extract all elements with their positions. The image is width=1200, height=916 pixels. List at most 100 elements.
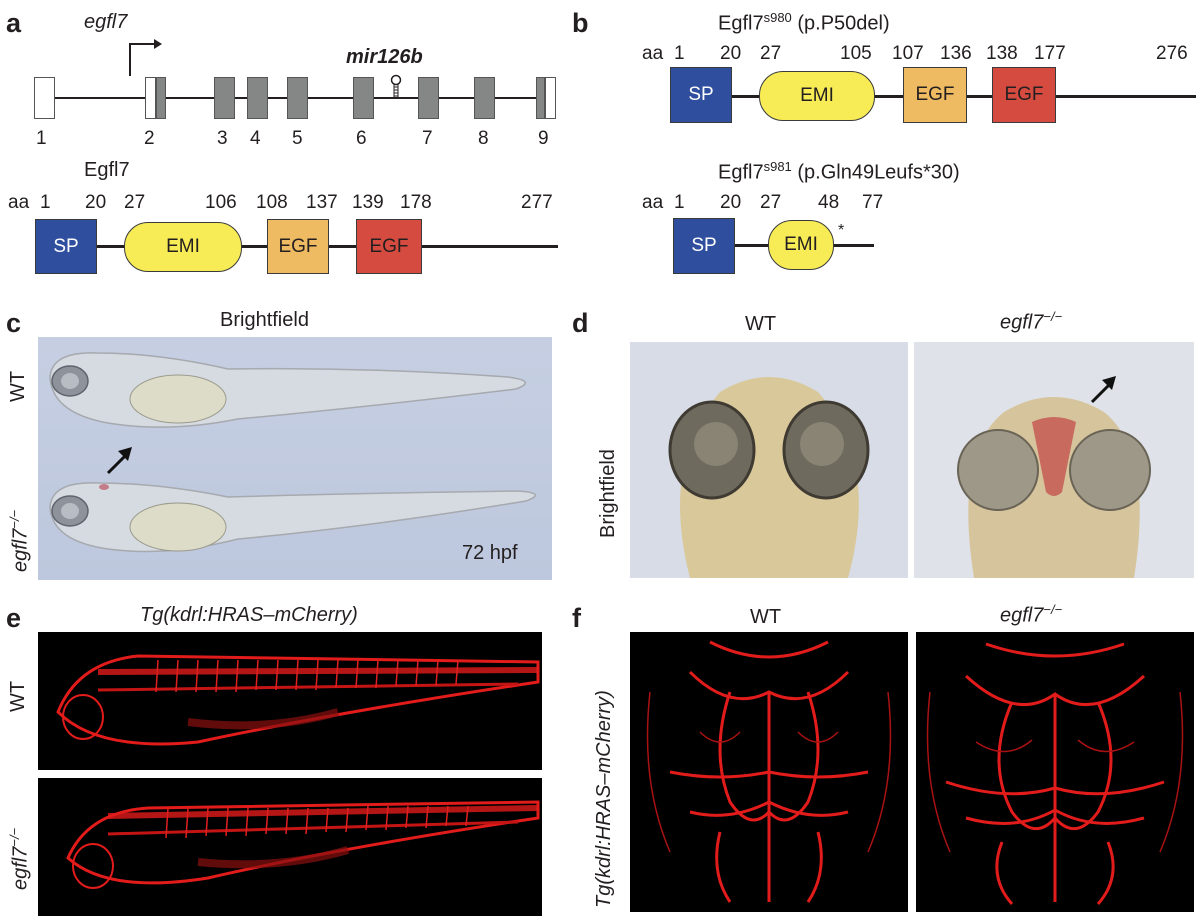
wt-vasculature-image bbox=[38, 632, 542, 770]
wt-brain-vasculature-illustration bbox=[646, 640, 892, 903]
mutant-genotype: egfl7 bbox=[1000, 604, 1044, 627]
side-label-transgene: Tg(kdrl:HRAS–mCherry) bbox=[593, 690, 615, 908]
panel-label-f: f bbox=[572, 603, 581, 633]
row-label-wt: WT bbox=[7, 680, 29, 712]
aa-position: 48 bbox=[818, 192, 840, 213]
stage-label: 72 hpf bbox=[462, 542, 518, 564]
arrow-icon bbox=[106, 447, 132, 475]
row-label-mutant: egfl7−/− bbox=[7, 827, 32, 890]
mutant-head-image bbox=[914, 342, 1194, 578]
exon-number: 5 bbox=[292, 128, 303, 149]
aa-position: 1 bbox=[674, 43, 685, 64]
mutant-brain-vasculature-image bbox=[916, 632, 1194, 912]
arrow-icon bbox=[1090, 376, 1116, 404]
aa-position: 105 bbox=[840, 43, 872, 64]
exon-number: 7 bbox=[422, 128, 433, 149]
exon-number: 4 bbox=[250, 128, 261, 149]
aa-position: 178 bbox=[400, 192, 432, 213]
allele-1-change: (p.P50del) bbox=[791, 12, 890, 35]
exon-9 bbox=[536, 77, 545, 119]
allele-2-title: Egfl7s981 (p.Gln49Leufs*30) bbox=[718, 160, 960, 183]
allele-2-name: Egfl7 bbox=[718, 161, 764, 184]
exon-3 bbox=[214, 77, 235, 119]
domain-egf-1: EGF bbox=[903, 67, 967, 123]
exon-6 bbox=[353, 77, 374, 119]
panel-label-a: a bbox=[6, 8, 22, 38]
domain-emi: EMI bbox=[768, 220, 834, 270]
transcription-start-arrow-icon bbox=[129, 39, 162, 76]
row-label-wt: WT bbox=[7, 370, 29, 402]
aa-position: 27 bbox=[760, 192, 782, 213]
panel-c-title: Brightfield bbox=[220, 309, 309, 331]
aa-position: 137 bbox=[306, 192, 338, 213]
mutant-sup: −/− bbox=[7, 827, 22, 847]
aa-position: 136 bbox=[940, 43, 972, 64]
row-label-mutant: egfl7−/− bbox=[7, 510, 32, 572]
col-label-mutant: egfl7−/− bbox=[1000, 310, 1062, 333]
domain-sp: SP bbox=[670, 67, 732, 123]
exon-4 bbox=[247, 77, 268, 119]
allele-1-title: Egfl7s980 (p.P50del) bbox=[718, 11, 890, 34]
exon-2-utr bbox=[145, 77, 156, 119]
exon-number: 2 bbox=[144, 128, 155, 149]
aa-position: 20 bbox=[720, 192, 742, 213]
domain-emi: EMI bbox=[759, 71, 875, 121]
panel-label-c: c bbox=[6, 308, 22, 338]
aa-position: 107 bbox=[892, 43, 924, 64]
aa-prefix: aa bbox=[642, 192, 664, 213]
allele-2-change: (p.Gln49Leufs*30) bbox=[791, 161, 960, 184]
panel-label-e: e bbox=[6, 603, 22, 633]
aa-position: 20 bbox=[720, 43, 742, 64]
mutant-genotype: egfl7 bbox=[9, 846, 32, 890]
wt-head-image bbox=[630, 342, 908, 578]
mutant-vasculature-image bbox=[38, 778, 542, 916]
protein-name: Egfl7 bbox=[84, 159, 130, 181]
exon-1 bbox=[34, 77, 55, 119]
exon-5 bbox=[287, 77, 308, 119]
exon-number: 3 bbox=[217, 128, 228, 149]
domain-egf-2: EGF bbox=[356, 219, 422, 274]
exon-2 bbox=[156, 77, 166, 119]
exon-7 bbox=[418, 77, 439, 119]
hairpin-icon bbox=[390, 74, 402, 98]
col-label-mutant: egfl7−/− bbox=[1000, 603, 1062, 626]
exon-number: 1 bbox=[36, 128, 47, 149]
col-label-wt: WT bbox=[750, 606, 782, 628]
allele-2-sup: s981 bbox=[763, 159, 792, 174]
aa-prefix: aa bbox=[642, 43, 664, 64]
domain-egf-1: EGF bbox=[267, 219, 329, 274]
aa-prefix: aa bbox=[8, 192, 30, 213]
exon-number: 6 bbox=[356, 128, 367, 149]
mutant-sup: −/− bbox=[1043, 602, 1063, 617]
domain-emi: EMI bbox=[124, 222, 242, 272]
aa-position: 20 bbox=[85, 192, 107, 213]
gene-name: egfl7 bbox=[84, 11, 128, 33]
wt-brain-vasculature-image bbox=[630, 632, 908, 912]
aa-position: 276 bbox=[1156, 43, 1188, 64]
mutant-genotype: egfl7 bbox=[9, 528, 32, 572]
allele-1-sup: s980 bbox=[763, 10, 792, 25]
exon-9-utr bbox=[545, 77, 556, 119]
exon-number: 9 bbox=[538, 128, 549, 149]
aa-position: 139 bbox=[352, 192, 384, 213]
side-label-brightfield: Brightfield bbox=[597, 449, 619, 538]
wt-vasculature-illustration bbox=[56, 654, 540, 746]
stop-marker: * bbox=[838, 222, 845, 239]
mutant-brain-vasculature-illustration bbox=[926, 642, 1184, 905]
exon-8 bbox=[474, 77, 495, 119]
mutant-head-illustration bbox=[957, 397, 1151, 578]
panel-label-b: b bbox=[572, 8, 589, 38]
mirna-label: mir126b bbox=[346, 46, 423, 68]
larvae-illustration bbox=[49, 352, 536, 553]
aa-position: 277 bbox=[521, 192, 553, 213]
col-label-wt: WT bbox=[745, 313, 777, 335]
domain-sp: SP bbox=[673, 218, 735, 274]
aa-position: 27 bbox=[760, 43, 782, 64]
allele-1-name: Egfl7 bbox=[718, 12, 764, 35]
aa-position: 106 bbox=[205, 192, 237, 213]
aa-position: 108 bbox=[256, 192, 288, 213]
exon-number: 8 bbox=[478, 128, 489, 149]
wt-head-illustration bbox=[668, 377, 870, 578]
aa-position: 177 bbox=[1034, 43, 1066, 64]
brightfield-larvae-image bbox=[38, 337, 552, 580]
